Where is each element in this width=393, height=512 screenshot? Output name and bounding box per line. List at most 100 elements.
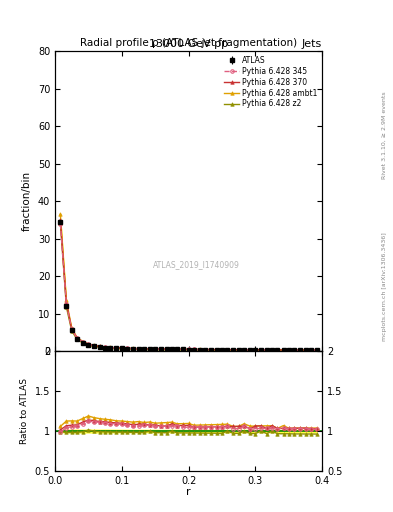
Pythia 6.428 z2 (186, 347, 191, 353)
X-axis label: r: r (186, 487, 191, 497)
Pythia 6.428 345 (175, 346, 180, 352)
Pythia 6.428 370 (75, 335, 79, 341)
Pythia 6.428 370 (198, 347, 202, 353)
Pythia 6.428 345 (153, 346, 158, 352)
Text: ATLAS_2019_I1740909: ATLAS_2019_I1740909 (153, 260, 240, 269)
Pythia 6.428 ambt1 (298, 347, 303, 353)
Pythia 6.428 345 (114, 345, 119, 351)
Pythia 6.428 345 (147, 346, 152, 352)
Pythia 6.428 z2 (298, 347, 303, 353)
Pythia 6.428 ambt1 (292, 347, 297, 353)
Pythia 6.428 345 (164, 346, 169, 352)
Pythia 6.428 z2 (58, 220, 63, 226)
Pythia 6.428 ambt1 (114, 345, 119, 351)
Pythia 6.428 ambt1 (281, 347, 286, 353)
Pythia 6.428 370 (248, 347, 252, 353)
Pythia 6.428 z2 (309, 347, 313, 353)
Pythia 6.428 z2 (119, 346, 124, 352)
Pythia 6.428 ambt1 (259, 347, 263, 353)
Pythia 6.428 345 (231, 347, 236, 353)
Pythia 6.428 z2 (69, 328, 74, 334)
Pythia 6.428 370 (158, 346, 163, 352)
Pythia 6.428 ambt1 (108, 345, 113, 351)
Pythia 6.428 ambt1 (186, 346, 191, 352)
Pythia 6.428 370 (270, 347, 275, 353)
Pythia 6.428 370 (253, 347, 258, 353)
Pythia 6.428 370 (225, 347, 230, 353)
Pythia 6.428 ambt1 (181, 346, 185, 352)
Pythia 6.428 370 (170, 346, 174, 352)
Pythia 6.428 ambt1 (253, 347, 258, 353)
Pythia 6.428 345 (125, 345, 130, 351)
Pythia 6.428 345 (86, 342, 91, 348)
Pythia 6.428 z2 (237, 347, 241, 353)
Pythia 6.428 ambt1 (86, 341, 91, 347)
Pythia 6.428 z2 (81, 340, 85, 346)
Pythia 6.428 370 (141, 346, 146, 352)
Pythia 6.428 345 (292, 347, 297, 353)
Pythia 6.428 345 (58, 221, 63, 227)
Pythia 6.428 370 (231, 347, 236, 353)
Pythia 6.428 370 (92, 343, 96, 349)
Pythia 6.428 ambt1 (64, 297, 69, 304)
Y-axis label: fraction/bin: fraction/bin (22, 171, 32, 231)
Pythia 6.428 z2 (114, 345, 119, 351)
Line: Pythia 6.428 370: Pythia 6.428 370 (59, 218, 319, 352)
Pythia 6.428 z2 (214, 347, 219, 353)
Pythia 6.428 370 (242, 347, 246, 353)
Pythia 6.428 345 (303, 347, 308, 353)
Pythia 6.428 345 (192, 347, 196, 353)
Pythia 6.428 345 (198, 347, 202, 353)
Pythia 6.428 370 (281, 347, 286, 353)
Pythia 6.428 z2 (286, 347, 291, 353)
Pythia 6.428 ambt1 (242, 347, 246, 353)
Pythia 6.428 345 (220, 347, 224, 353)
Pythia 6.428 370 (86, 341, 91, 347)
Pythia 6.428 345 (141, 346, 146, 352)
Text: 13000 GeV pp: 13000 GeV pp (149, 38, 228, 49)
Line: Pythia 6.428 ambt1: Pythia 6.428 ambt1 (59, 212, 319, 352)
Pythia 6.428 345 (309, 347, 313, 353)
Pythia 6.428 ambt1 (158, 346, 163, 352)
Pythia 6.428 370 (264, 347, 269, 353)
Text: Jets: Jets (302, 38, 322, 49)
Pythia 6.428 z2 (175, 347, 180, 353)
Pythia 6.428 370 (58, 217, 63, 223)
Pythia 6.428 ambt1 (97, 343, 102, 349)
Pythia 6.428 370 (131, 346, 136, 352)
Pythia 6.428 345 (214, 347, 219, 353)
Pythia 6.428 370 (259, 347, 263, 353)
Pythia 6.428 ambt1 (203, 347, 208, 353)
Text: mcplots.cern.ch [arXiv:1306.3436]: mcplots.cern.ch [arXiv:1306.3436] (382, 232, 387, 340)
Pythia 6.428 ambt1 (69, 325, 74, 331)
Pythia 6.428 370 (314, 347, 319, 353)
Pythia 6.428 345 (286, 347, 291, 353)
Pythia 6.428 z2 (264, 347, 269, 353)
Pythia 6.428 z2 (281, 347, 286, 353)
Pythia 6.428 z2 (170, 346, 174, 352)
Pythia 6.428 345 (97, 344, 102, 350)
Pythia 6.428 z2 (75, 336, 79, 343)
Pythia 6.428 370 (153, 346, 158, 352)
Title: Radial profile ρ (ATLAS jet fragmentation): Radial profile ρ (ATLAS jet fragmentatio… (80, 38, 297, 48)
Pythia 6.428 ambt1 (309, 347, 313, 353)
Pythia 6.428 ambt1 (92, 343, 96, 349)
Pythia 6.428 ambt1 (147, 346, 152, 352)
Pythia 6.428 z2 (136, 346, 141, 352)
Pythia 6.428 345 (108, 345, 113, 351)
Pythia 6.428 370 (237, 347, 241, 353)
Pythia 6.428 z2 (225, 347, 230, 353)
Pythia 6.428 z2 (92, 343, 96, 349)
Pythia 6.428 z2 (248, 347, 252, 353)
Legend: ATLAS, Pythia 6.428 345, Pythia 6.428 370, Pythia 6.428 ambt1, Pythia 6.428 z2: ATLAS, Pythia 6.428 345, Pythia 6.428 37… (221, 53, 321, 112)
Pythia 6.428 345 (103, 344, 108, 350)
Pythia 6.428 345 (298, 347, 303, 353)
Pythia 6.428 345 (64, 301, 69, 307)
Pythia 6.428 370 (69, 326, 74, 332)
Pythia 6.428 345 (181, 346, 185, 352)
Pythia 6.428 345 (170, 346, 174, 352)
Pythia 6.428 370 (114, 345, 119, 351)
Pythia 6.428 370 (208, 347, 213, 353)
Pythia 6.428 z2 (270, 347, 275, 353)
Pythia 6.428 ambt1 (275, 347, 280, 353)
